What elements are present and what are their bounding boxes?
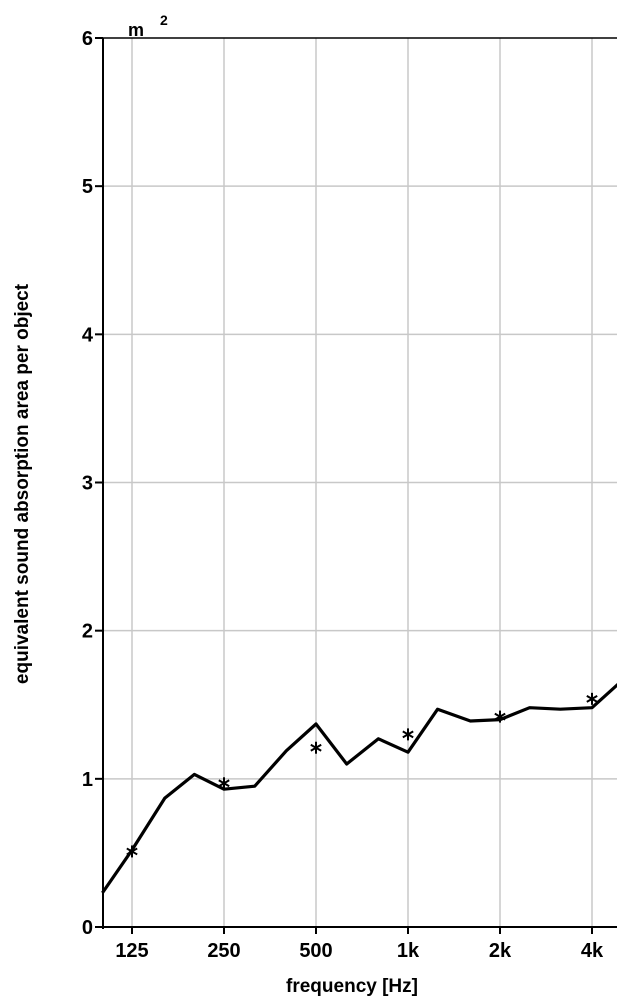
x-tick-label: 250	[207, 940, 240, 962]
x-tick-label: 500	[299, 940, 332, 962]
y-tick-label: 5	[82, 176, 93, 198]
y-tick-label: 1	[82, 769, 93, 791]
y-tick-label: 4	[82, 324, 94, 346]
octave-point-marker	[586, 692, 598, 705]
y-axis-label: equivalent sound absorption area per obj…	[12, 283, 33, 684]
y-unit-label: m	[128, 20, 144, 40]
x-tick-label: 4k	[581, 940, 604, 962]
y-tick-label: 6	[82, 28, 93, 50]
axes	[95, 37, 617, 934]
octave-point-marker	[310, 741, 322, 754]
x-tick-label: 2k	[489, 940, 512, 962]
y-tick-label: 0	[82, 917, 93, 939]
octave-points	[126, 692, 598, 858]
x-tick-labels: 125 250 500 1k 2k 4k	[115, 940, 604, 962]
series	[101, 682, 617, 894]
y-tick-labels: 0 1 2 3 4 5 6	[82, 28, 94, 939]
third-octave-line	[101, 682, 617, 894]
y-tick-label: 2	[82, 621, 93, 643]
octave-point-marker	[218, 777, 230, 790]
octave-point-marker	[494, 710, 506, 723]
grid-lines	[103, 38, 617, 927]
x-axis-label: frequency [Hz]	[286, 976, 418, 997]
octave-point-marker	[126, 845, 138, 858]
octave-point-marker	[402, 728, 414, 741]
x-tick-label: 125	[115, 940, 148, 962]
x-tick-label: 1k	[397, 940, 420, 962]
y-unit-exponent: 2	[160, 12, 168, 28]
y-tick-label: 3	[82, 473, 93, 495]
